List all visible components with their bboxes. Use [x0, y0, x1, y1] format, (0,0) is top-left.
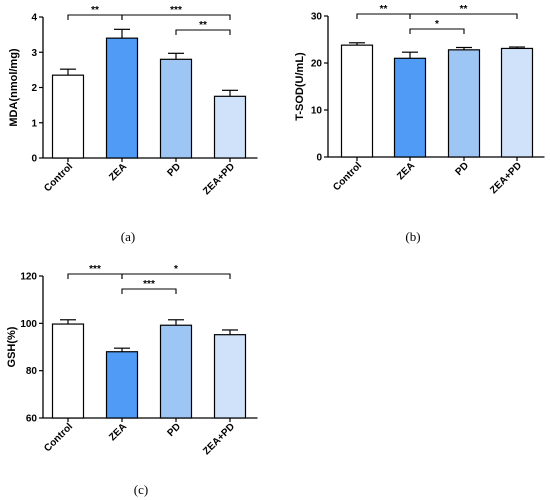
x-tick-label: PD: [166, 161, 184, 179]
significance-label: *: [435, 19, 439, 30]
y-tick-label: 0: [316, 153, 322, 164]
x-tick-label: PD: [454, 160, 472, 178]
significance-label: ***: [170, 5, 182, 16]
bar-zea: [105, 351, 139, 419]
y-tick-label: 60: [26, 414, 38, 425]
significance-bracket: [121, 288, 177, 294]
panel-caption: (c): [134, 482, 148, 497]
x-tick-label: ZEA+PD: [201, 161, 237, 197]
y-axis-label: T-SOD(U/mL): [294, 52, 306, 121]
y-tick-label: 0: [31, 154, 37, 165]
significance-label: *: [174, 264, 178, 275]
x-tick-label: Control: [42, 161, 75, 194]
x-tick-label: Control: [42, 421, 75, 454]
significance-bracket: [175, 29, 231, 35]
significance-bracket: [409, 28, 465, 34]
bar-zea: [105, 37, 139, 159]
x-tick-label: ZEA+PD: [488, 160, 524, 196]
x-tick-label: Control: [331, 160, 364, 193]
bar-control: [51, 74, 85, 159]
y-tick-label: 2: [31, 83, 37, 94]
bar-zea: [393, 57, 427, 158]
significance-label: **: [199, 20, 207, 31]
x-tick-label: ZEA: [107, 421, 129, 443]
significance-label: **: [380, 4, 388, 15]
bar-control: [340, 44, 374, 158]
bar-pd: [159, 324, 193, 419]
significance-label: **: [460, 4, 468, 15]
x-tick-label: ZEA+PD: [201, 421, 237, 457]
significance-bracket: [409, 13, 518, 19]
bar-zea-pd: [213, 334, 247, 419]
y-tick-label: 20: [311, 59, 323, 70]
panel-caption: (a): [121, 229, 135, 244]
bar-zea-pd: [213, 95, 247, 159]
x-tick-label: ZEA: [107, 161, 129, 183]
y-axis-label: MDA(nmol/mg): [8, 48, 20, 127]
y-tick-label: 80: [26, 366, 38, 377]
significance-bracket: [121, 273, 231, 279]
bar-zea-pd: [500, 47, 534, 158]
y-tick-label: 120: [20, 272, 37, 283]
y-tick-label: 4: [31, 13, 37, 24]
x-tick-label: PD: [166, 421, 184, 439]
y-tick-label: 1: [31, 118, 37, 129]
y-tick-label: 10: [311, 106, 323, 117]
bar-pd: [159, 58, 193, 159]
panel-caption: (b): [405, 229, 420, 244]
x-tick-label: ZEA: [395, 160, 417, 182]
y-tick-label: 3: [31, 48, 37, 59]
y-tick-label: 30: [311, 12, 323, 23]
significance-bracket: [121, 14, 231, 20]
y-tick-label: 100: [20, 319, 37, 330]
significance-label: **: [91, 5, 99, 16]
bar-pd: [447, 49, 481, 158]
significance-label: ***: [89, 264, 101, 275]
bar-control: [51, 323, 85, 419]
significance-label: ***: [143, 279, 155, 290]
y-axis-label: GSH(%): [6, 326, 18, 367]
